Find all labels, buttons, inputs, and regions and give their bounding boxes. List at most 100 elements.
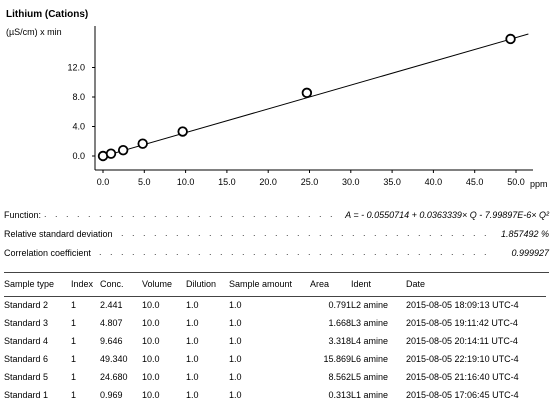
cell-sample-type: Standard 2	[4, 300, 49, 310]
cell-conc: 9.646	[100, 336, 123, 346]
leader-dots: . . . . . . . . . . . . . . . . . . . . …	[44, 247, 489, 257]
cell-index: 1	[71, 372, 77, 382]
cell-volume: 10.0	[142, 336, 160, 346]
cell-volume: 10.0	[142, 372, 160, 382]
cell-conc: 49.340	[100, 354, 128, 364]
x-tick-label: 0.0	[97, 177, 110, 187]
x-tick-label: 15.0	[218, 177, 236, 187]
cell-conc: 2.441	[100, 300, 123, 310]
x-axis-label: ppm	[530, 179, 548, 189]
cell-sample-amount: 1.0	[229, 300, 242, 310]
y-tick-label: 4.0	[72, 122, 85, 132]
cell-area: 0.791	[328, 300, 351, 310]
cell-conc: 4.807	[100, 318, 123, 328]
cell-index: 1	[71, 300, 77, 310]
calibration-chart: 0.0 5.0 10.0 15.0 20.0 25.0 30.0 35.0 40.0 45.0 50…	[67, 26, 548, 189]
cell-sample-type: Standard 3	[4, 318, 49, 328]
function-value: A = - 0.0550714 + 0.0363339× Q - 7.99897…	[341, 208, 549, 222]
cell-sample-amount: 1.0	[229, 390, 242, 400]
cell-ident: L5 amine	[351, 372, 389, 382]
cell-area: 8.562	[328, 372, 351, 382]
data-point	[301, 87, 313, 99]
cell-index: 1	[71, 390, 77, 400]
table-header-row: Sample type Index Conc. Volume Dilution …	[4, 279, 546, 297]
cell-conc: 0.969	[100, 390, 123, 400]
data-point	[105, 148, 117, 159]
header-date: Date	[406, 279, 426, 289]
chart-axes	[92, 26, 533, 173]
correlation-row: . . . . . . . . . . . . . . . . . . . . …	[4, 246, 549, 260]
divider	[4, 272, 549, 273]
fit-line	[102, 33, 529, 157]
leader-dots: . . . . . . . . . . . . . . . . . . . . …	[44, 228, 489, 238]
cell-date: 2015-08-05 17:06:45 UTC-4	[406, 390, 519, 400]
cell-area: 0.313	[328, 390, 351, 400]
cell-ident: L3 amine	[351, 318, 389, 328]
rsd-label: Relative standard deviation	[4, 227, 115, 241]
function-row: . . . . . . . . . . . . . . . . . . . . …	[4, 208, 549, 222]
header-sample-type: Sample type	[4, 279, 55, 289]
header-conc: Conc.	[100, 279, 124, 289]
x-tick-label: 5.0	[138, 177, 151, 187]
x-tick-label: 35.0	[383, 177, 401, 187]
y-tick-labels: 0.0 4.0 8.0 12.0	[67, 63, 85, 162]
fit-curve	[102, 33, 529, 157]
cell-area: 1.668	[328, 318, 351, 328]
cell-date: 2015-08-05 21:16:40 UTC-4	[406, 372, 519, 382]
x-tick-label: 20.0	[259, 177, 277, 187]
cell-sample-type: Standard 5	[4, 372, 49, 382]
y-axis-label: (µS/cm) x min	[6, 27, 62, 37]
cell-ident: L2 amine	[351, 300, 389, 310]
x-tick-label: 45.0	[466, 177, 484, 187]
cell-ident: L4 amine	[351, 336, 389, 346]
cell-volume: 10.0	[142, 354, 160, 364]
cell-sample-amount: 1.0	[229, 372, 242, 382]
correlation-label: Correlation coefficient	[4, 246, 93, 260]
table-row: Standard 4 1 9.646 10.0 1.0 1.0 3.318 L4…	[4, 336, 546, 354]
cell-sample-amount: 1.0	[229, 354, 242, 364]
cell-index: 1	[71, 336, 77, 346]
cell-index: 1	[71, 354, 77, 364]
table-row: Standard 2 1 2.441 10.0 1.0 1.0 0.791 L2…	[4, 300, 546, 318]
cell-dilution: 1.0	[186, 354, 199, 364]
cell-sample-type: Standard 6	[4, 354, 49, 364]
samples-table: Sample type Index Conc. Volume Dilution …	[4, 279, 546, 408]
cell-dilution: 1.0	[186, 390, 199, 400]
y-tick-label: 8.0	[72, 92, 85, 102]
table-row: Standard 5 1 24.680 10.0 1.0 1.0 8.562 L…	[4, 372, 546, 390]
cell-ident: L1 amine	[351, 390, 389, 400]
cell-sample-type: Standard 4	[4, 336, 49, 346]
cell-volume: 10.0	[142, 390, 160, 400]
cell-sample-amount: 1.0	[229, 336, 242, 346]
cell-sample-type: Standard 1	[4, 390, 49, 400]
cell-dilution: 1.0	[186, 300, 199, 310]
cell-sample-amount: 1.0	[229, 318, 242, 328]
data-point	[137, 138, 148, 149]
cell-volume: 10.0	[142, 300, 160, 310]
cell-area: 3.318	[328, 336, 351, 346]
rsd-row: . . . . . . . . . . . . . . . . . . . . …	[4, 227, 549, 241]
data-points	[97, 33, 516, 162]
x-tick-label: 50.0	[507, 177, 525, 187]
y-tick-label: 0.0	[72, 151, 85, 161]
cell-conc: 24.680	[100, 372, 128, 382]
table-row: Standard 1 1 0.969 10.0 1.0 1.0 0.313 L1…	[4, 390, 546, 408]
x-tick-label: 40.0	[425, 177, 443, 187]
cell-date: 2015-08-05 22:19:10 UTC-4	[406, 354, 519, 364]
rsd-value: 1.857492 %	[496, 227, 549, 241]
cell-volume: 10.0	[142, 318, 160, 328]
x-tick-labels: 0.0 5.0 10.0 15.0 20.0 25.0 30.0 35.0 40.0 45.0 50…	[97, 177, 525, 187]
cell-area: 15.869	[323, 354, 351, 364]
header-dilution: Dilution	[186, 279, 217, 289]
header-ident: Ident	[351, 279, 372, 289]
header-area: Area	[310, 279, 330, 289]
function-label: Function:	[4, 208, 44, 222]
x-tick-label: 25.0	[301, 177, 319, 187]
y-tick-label: 12.0	[67, 63, 85, 73]
cell-dilution: 1.0	[186, 318, 199, 328]
cell-index: 1	[71, 318, 77, 328]
data-point	[117, 144, 129, 156]
data-point	[177, 126, 188, 137]
x-tick-label: 30.0	[342, 177, 360, 187]
correlation-value: 0.999927	[507, 246, 549, 260]
